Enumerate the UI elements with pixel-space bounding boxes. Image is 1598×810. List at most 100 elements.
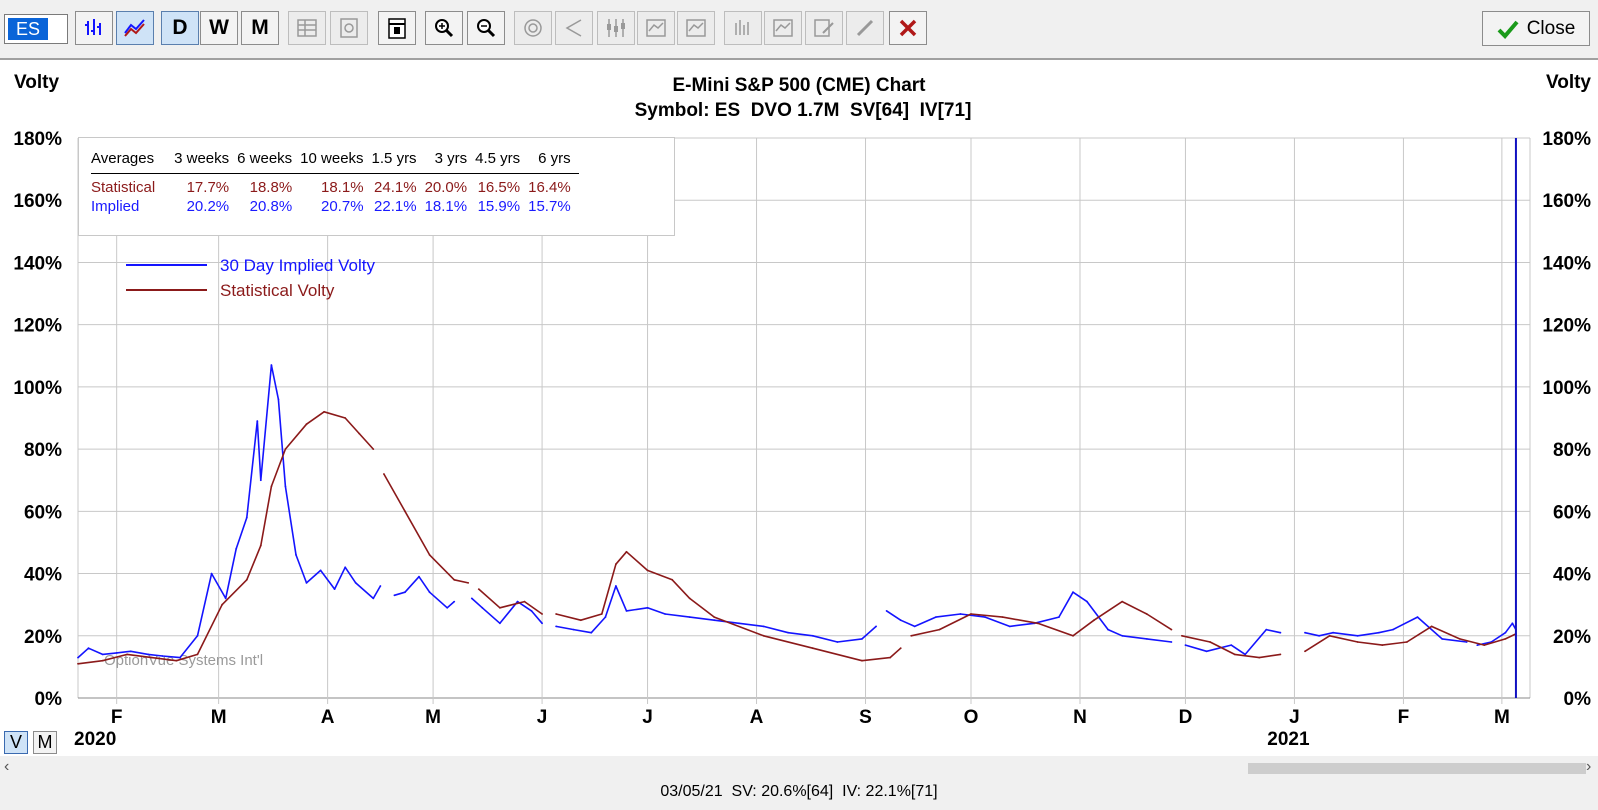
statistical-point	[126, 653, 129, 656]
implied-point	[446, 606, 449, 609]
implied-point	[1318, 634, 1320, 637]
averages-row-statistical: Statistical 17.7% 18.8% 18.1% 24.1% 20.0…	[91, 174, 579, 196]
statistical-point	[523, 600, 526, 603]
statistical-point	[259, 544, 262, 547]
right-axis-label: Volty	[1546, 72, 1591, 93]
close-button[interactable]: Close	[1482, 11, 1590, 46]
statistical-point	[1279, 653, 1282, 656]
statistical-series-line	[555, 550, 902, 662]
x-tick-label: M	[425, 707, 441, 728]
x-tick-label: F	[1398, 707, 1410, 728]
implied-point	[811, 634, 814, 637]
scroll-left-icon[interactable]: ‹	[4, 758, 10, 775]
y-tick-label-left: 40%	[24, 565, 62, 586]
bar-chart-icon	[85, 19, 101, 35]
statistical-point	[1406, 641, 1408, 643]
averages-header-cell: 6 yrs	[528, 146, 579, 174]
statistical-point	[1121, 600, 1124, 603]
implied-point	[404, 591, 406, 594]
implied-point	[481, 606, 484, 609]
y-tick-label-left: 120%	[13, 316, 62, 337]
settings-button[interactable]	[330, 11, 368, 45]
monthly-button-label: M	[251, 16, 269, 39]
scroll-right-icon[interactable]: ›	[1586, 758, 1592, 775]
daily-button[interactable]: D	[161, 11, 199, 45]
implied-series-line	[77, 364, 382, 659]
implied-point	[101, 653, 104, 656]
averages-cell: 18.8%	[249, 179, 293, 196]
averages-header-cell: 3 yrs	[424, 146, 476, 174]
implied-point	[393, 594, 396, 597]
implied-point	[1205, 650, 1208, 653]
averages-header-cell: Averages	[91, 146, 175, 174]
study-button-3[interactable]	[764, 11, 802, 45]
statistical-point	[615, 563, 617, 566]
weekly-button[interactable]: W	[200, 11, 238, 45]
y-tick-label-right: 80%	[1553, 440, 1591, 461]
weekly-button-label: W	[209, 16, 229, 39]
implied-point	[344, 566, 347, 569]
symbol-input[interactable]: ES	[4, 14, 68, 44]
implied-point	[959, 613, 962, 615]
averages-cell: 24.1%	[374, 179, 417, 196]
statistical-point	[1001, 616, 1004, 618]
angle-button[interactable]	[555, 11, 593, 45]
statistical-point	[1328, 634, 1331, 637]
statistical-series-line	[1304, 625, 1517, 652]
calendar-button[interactable]	[378, 11, 416, 45]
volatility-chart[interactable]: E-Mini S&P 500 (CME) Chart Symbol: ES DV…	[0, 60, 1598, 756]
statistical-point	[196, 653, 199, 656]
implied-point	[499, 622, 501, 625]
implied-point	[1511, 622, 1514, 625]
implied-point	[1377, 631, 1380, 634]
implied-point	[372, 597, 375, 600]
statistical-point	[1170, 628, 1173, 631]
monthly-button[interactable]: M	[241, 11, 279, 45]
statistical-point	[221, 603, 224, 606]
statistical-point	[1036, 622, 1039, 625]
implied-point	[470, 597, 473, 600]
zoom-out-button[interactable]	[467, 11, 505, 45]
statistical-point	[404, 510, 406, 513]
study-button-2[interactable]	[677, 11, 715, 45]
averages-cell: 18.1%	[321, 179, 364, 196]
implied-point	[1356, 634, 1359, 637]
statistical-point	[101, 659, 104, 662]
volatility-view-toggle[interactable]: V	[4, 731, 28, 754]
legend-statistical-label: Statistical Volty	[220, 281, 335, 300]
horizontal-scrollbar[interactable]: ‹ ›	[0, 758, 1598, 778]
study-button-1[interactable]	[637, 11, 675, 45]
table-button[interactable]	[288, 11, 326, 45]
implied-point	[1304, 631, 1306, 634]
delete-button[interactable]	[889, 11, 927, 45]
implied-point	[516, 600, 519, 603]
bar-chart-button[interactable]	[75, 11, 113, 45]
implied-point	[319, 569, 322, 572]
line-chart-button[interactable]	[116, 11, 154, 45]
implied-point	[713, 619, 716, 622]
implied-point	[196, 634, 199, 637]
implied-point	[1107, 628, 1109, 631]
pencil-button[interactable]	[846, 11, 884, 45]
bars-button[interactable]	[724, 11, 762, 45]
edit-button[interactable]	[805, 11, 843, 45]
left-axis-label: Volty	[14, 72, 59, 93]
zoom-in-button[interactable]	[425, 11, 463, 45]
implied-point	[1392, 628, 1394, 631]
implied-point	[604, 616, 607, 618]
statistical-point	[453, 578, 456, 581]
chart-subtitle: Symbol: ES DVO 1.7M SV[64] IV[71]	[635, 100, 972, 121]
statistical-point	[77, 662, 79, 665]
market-view-toggle[interactable]: M	[33, 731, 57, 754]
statistical-series-line	[911, 600, 1172, 637]
y-tick-label-left: 180%	[13, 129, 62, 150]
study-icon	[773, 19, 793, 37]
target-button[interactable]	[514, 11, 552, 45]
scroll-thumb[interactable]	[1248, 763, 1586, 774]
implied-point	[530, 610, 533, 612]
candles-button[interactable]	[597, 11, 635, 45]
averages-header-row: Averages 3 weeks 6 weeks 10 weeks 1.5 yr…	[91, 146, 579, 174]
statistical-point	[1093, 619, 1095, 622]
status-bar: 03/05/21 SV: 20.6%[64] IV: 22.1%[71]	[0, 778, 1598, 810]
implied-point	[572, 628, 575, 631]
